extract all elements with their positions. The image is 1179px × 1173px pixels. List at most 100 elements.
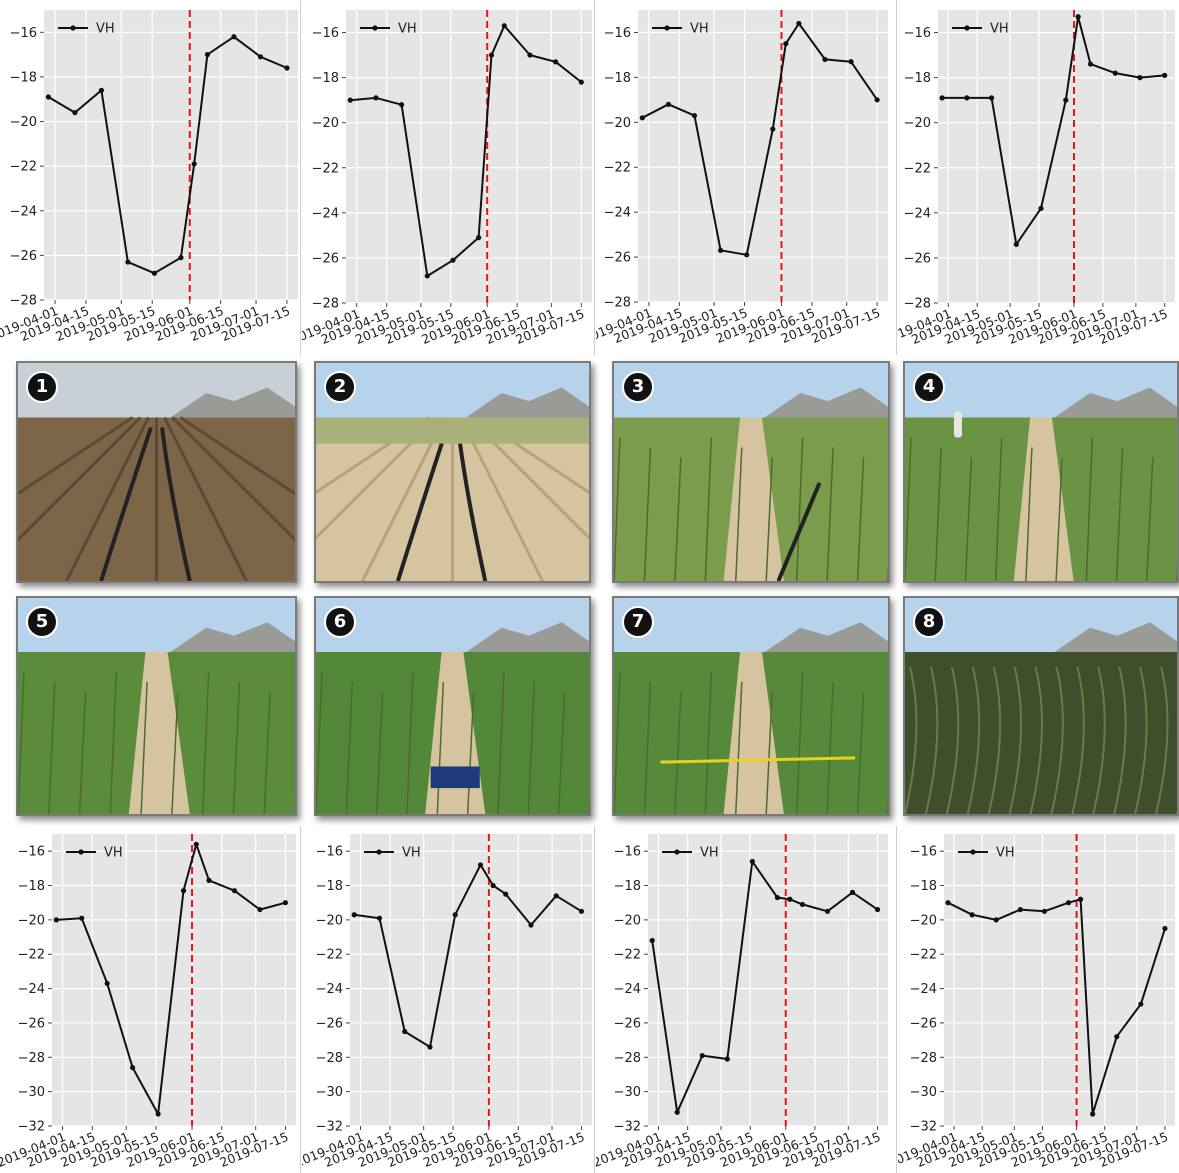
- crate: [430, 766, 480, 789]
- plot-area: [350, 834, 592, 1126]
- plot-area: [938, 10, 1175, 303]
- y-tick-label: −22: [312, 161, 339, 176]
- legend: VH: [360, 22, 417, 37]
- y-tick-label: −16: [312, 26, 339, 41]
- y-tick-label: −18: [312, 71, 339, 86]
- data-point: [206, 877, 212, 883]
- fern-stem: [1008, 666, 1023, 814]
- y-tick-label: −16: [18, 845, 45, 860]
- data-point: [1162, 925, 1168, 932]
- vh-chart-6: −32 −30 −28 −26 −24 −22 −20 −18 −16 2019-04-01 201…: [302, 826, 594, 1173]
- data-point: [578, 79, 584, 85]
- legend-marker: [964, 25, 970, 31]
- fern-stem: [704, 671, 713, 814]
- data-point: [452, 912, 458, 918]
- photo-number-badge: 5: [26, 606, 58, 638]
- y-tick-label: −32: [614, 1120, 641, 1135]
- y-tick-label: −20: [604, 116, 631, 131]
- vh-chart-3: −28 −26 −24 −22 −20 −18 −16 2019-04-01 2019-04-1…: [596, 0, 896, 355]
- fern-stem: [1071, 666, 1085, 814]
- panel-divider: [594, 0, 595, 355]
- data-point: [45, 94, 52, 100]
- fern-stem: [436, 681, 445, 814]
- photo-illustration: [905, 598, 1177, 814]
- data-point: [744, 252, 750, 258]
- fern-stem: [704, 437, 713, 581]
- furrow: [316, 416, 438, 540]
- chart-svg: −32−30−28−26−24−22−20−18−162019-04-01201…: [302, 834, 592, 1170]
- y-tick-label: −30: [910, 1085, 937, 1100]
- data-point: [724, 1056, 730, 1062]
- drip-line: [776, 482, 822, 581]
- fern-stem: [643, 447, 652, 581]
- y-tick-label: −24: [910, 982, 937, 997]
- y-tick-label: −32: [316, 1120, 343, 1135]
- data-point: [1063, 97, 1069, 103]
- field-photo-8: 8: [903, 596, 1179, 816]
- fern-stem: [945, 666, 960, 814]
- data-point: [699, 1052, 705, 1059]
- fern-stem: [735, 447, 743, 581]
- chart-svg: −28−26−24−22−20−18−162019-04-012019-04-1…: [898, 10, 1175, 347]
- fern-stem: [924, 666, 939, 814]
- fern-stem: [18, 671, 25, 814]
- legend-marker: [78, 849, 84, 855]
- fern-row-right: [761, 652, 888, 814]
- y-tick-label: −20: [10, 115, 37, 130]
- data-point: [1065, 900, 1072, 906]
- fern-stem: [1155, 666, 1169, 814]
- y-tick-label: −28: [312, 297, 339, 312]
- data-point: [824, 908, 831, 914]
- fern-stem: [263, 691, 271, 814]
- data-point: [1077, 896, 1084, 902]
- data-point: [501, 23, 507, 29]
- y-tick-label: −26: [604, 251, 631, 266]
- chart-svg: −28−26−24−22−20−18−162019-04-012019-04-1…: [0, 10, 298, 344]
- fern-stem: [78, 691, 87, 814]
- photo-illustration: [614, 598, 888, 814]
- y-tick-label: −22: [10, 160, 37, 175]
- legend-label: VH: [96, 22, 115, 37]
- drip-line: [160, 427, 192, 581]
- y-tick-label: −18: [316, 879, 343, 894]
- y-tick-label: −18: [604, 71, 631, 86]
- data-point: [1138, 1001, 1144, 1007]
- y-tick-label: −22: [18, 948, 45, 963]
- data-point: [373, 95, 379, 101]
- y-tick-label: −26: [18, 1016, 45, 1031]
- data-point: [774, 894, 780, 901]
- data-point: [749, 858, 755, 865]
- data-point: [351, 912, 357, 918]
- data-point: [874, 906, 881, 913]
- y-tick-label: −28: [10, 294, 37, 309]
- y-tick-label: −16: [604, 26, 631, 41]
- data-point: [402, 1028, 408, 1035]
- chart-svg: −28−26−24−22−20−18−162019-04-012019-04-1…: [596, 10, 888, 346]
- plot-area: [44, 10, 298, 300]
- fern-stem: [934, 447, 942, 581]
- y-tick-label: −24: [312, 206, 339, 221]
- y-tick-label: −28: [18, 1051, 45, 1066]
- chart-svg: −32−30−28−26−24−22−20−18−162019-04-01201…: [0, 834, 296, 1170]
- data-point: [945, 900, 951, 906]
- legend-label: VH: [402, 846, 421, 861]
- fern-stem: [1092, 666, 1106, 814]
- data-point: [191, 161, 197, 167]
- y-tick-label: −30: [18, 1085, 45, 1100]
- data-point: [691, 112, 698, 119]
- furrow: [18, 416, 142, 542]
- data-point: [450, 257, 456, 263]
- y-tick-label: −28: [604, 296, 631, 311]
- fern-stem: [966, 666, 981, 814]
- plot-area: [346, 10, 592, 303]
- y-tick-label: −30: [316, 1085, 343, 1100]
- fern-row-left: [614, 652, 741, 814]
- field-photo-5: 5: [16, 596, 297, 816]
- photo-number-badge: 3: [622, 371, 654, 403]
- vh-chart-4: −28 −26 −24 −22 −20 −18 −16 2019-04-01 2019-04-1…: [898, 0, 1179, 355]
- data-point: [231, 34, 237, 40]
- mountain: [1054, 622, 1177, 654]
- photo-number-badge: 4: [913, 371, 945, 403]
- photo-number-badge: 6: [324, 606, 356, 638]
- y-tick-label: −26: [316, 1016, 343, 1031]
